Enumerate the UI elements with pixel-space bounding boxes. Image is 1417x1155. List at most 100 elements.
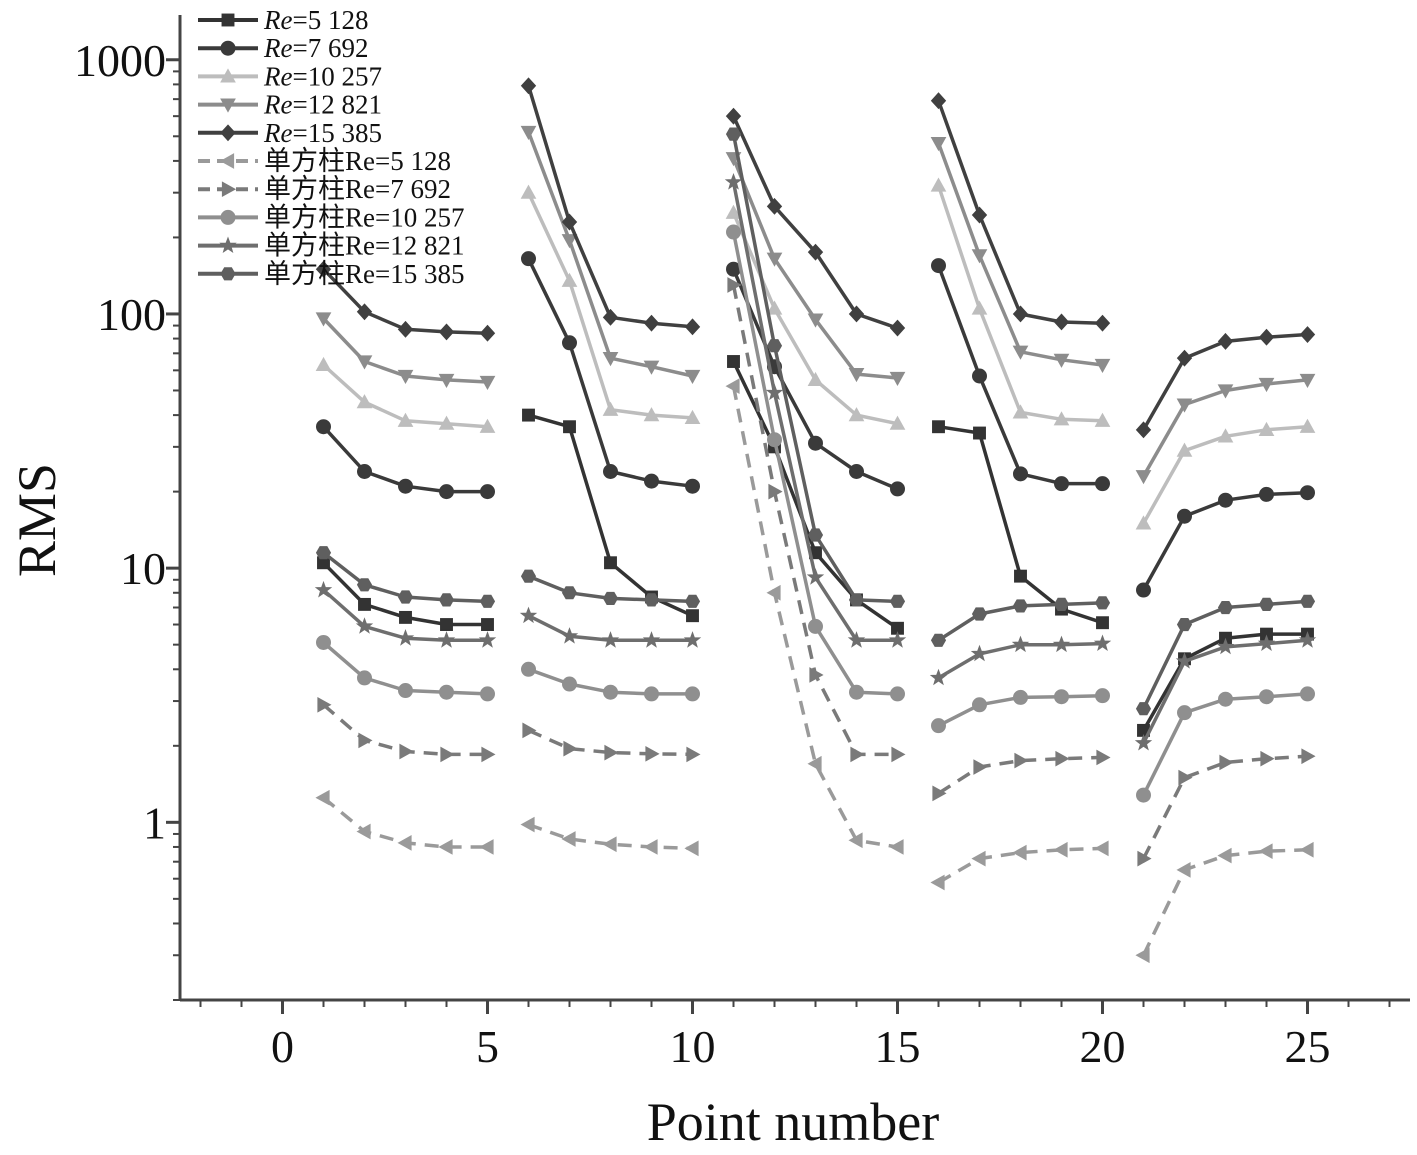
- data-point: [520, 569, 537, 583]
- data-point: [973, 426, 986, 440]
- legend-item: Re=5 128: [198, 5, 368, 35]
- y-axis-title: RMS: [7, 463, 67, 577]
- data-point: [766, 300, 783, 315]
- legend-swatch-marker: [220, 124, 236, 142]
- data-point: [1300, 485, 1315, 501]
- legend-swatch-marker: [220, 40, 236, 56]
- data-point: [1299, 418, 1316, 433]
- data-point: [684, 840, 699, 857]
- series-10: [315, 127, 1316, 716]
- data-point: [561, 586, 578, 600]
- data-point: [889, 371, 906, 386]
- data-point: [1258, 597, 1275, 611]
- data-point: [848, 832, 863, 849]
- data-point: [891, 746, 906, 763]
- data-point: [604, 744, 619, 761]
- x-tick-label: 10: [670, 1021, 716, 1072]
- data-point: [807, 313, 824, 328]
- data-point: [1012, 599, 1029, 613]
- data-point: [768, 483, 783, 500]
- data-point: [1137, 850, 1152, 867]
- data-point: [1299, 594, 1316, 608]
- data-point: [1257, 634, 1276, 651]
- data-point: [1012, 844, 1027, 861]
- data-point: [765, 383, 784, 401]
- data-point: [1175, 652, 1194, 669]
- data-point: [849, 684, 864, 700]
- x-tick-label: 0: [271, 1021, 294, 1072]
- data-point: [358, 732, 373, 749]
- data-point: [398, 683, 413, 699]
- series-3: [315, 177, 1316, 530]
- data-point: [397, 835, 412, 851]
- data-point: [356, 578, 373, 592]
- data-point: [1177, 508, 1192, 524]
- data-point: [561, 213, 578, 231]
- data-point: [931, 718, 946, 734]
- data-point: [1014, 752, 1029, 769]
- y-tick-label: 100: [97, 289, 166, 340]
- data-point: [766, 197, 783, 215]
- data-point: [602, 836, 617, 853]
- data-point: [1054, 689, 1069, 705]
- legend-label: 单方柱Re=12 821: [264, 231, 464, 261]
- series-line: [936, 184, 1103, 423]
- data-point: [1176, 618, 1193, 632]
- data-point: [889, 594, 906, 608]
- legend-swatch-marker: [221, 181, 237, 198]
- data-point: [480, 686, 495, 702]
- series-5: [315, 77, 1316, 439]
- data-point: [725, 378, 740, 394]
- data-point: [889, 839, 904, 855]
- data-point: [930, 633, 947, 647]
- data-point: [561, 831, 576, 847]
- data-point: [727, 277, 742, 293]
- data-point: [439, 684, 454, 700]
- data-point: [396, 629, 415, 646]
- data-point: [1094, 358, 1111, 373]
- data-point: [1012, 404, 1029, 419]
- x-axis-title: Point number: [647, 1092, 940, 1150]
- data-point: [807, 371, 824, 387]
- data-point: [1217, 847, 1232, 864]
- data-point: [1135, 515, 1152, 530]
- data-point: [1135, 470, 1152, 485]
- data-point: [809, 667, 824, 683]
- data-point: [562, 676, 577, 692]
- legend-item: 单方柱Re=7 692: [198, 174, 451, 204]
- data-point: [725, 107, 742, 125]
- series-line: [322, 703, 488, 757]
- series-line: [937, 846, 1103, 885]
- data-point: [438, 323, 455, 341]
- data-point: [603, 684, 618, 700]
- y-tick-label: 1000: [74, 35, 166, 86]
- data-point: [888, 631, 907, 648]
- data-point: [1095, 476, 1110, 492]
- data-point: [1299, 373, 1316, 388]
- legend-swatch-marker: [219, 153, 235, 169]
- data-point: [315, 356, 332, 372]
- series-line: [1141, 754, 1308, 860]
- data-point: [561, 272, 578, 287]
- data-point: [684, 594, 701, 608]
- data-point: [397, 320, 414, 338]
- data-point: [479, 375, 496, 391]
- series-line: [937, 641, 1103, 680]
- x-tick-label: 5: [476, 1021, 499, 1072]
- data-point: [1093, 634, 1112, 651]
- series-line: [526, 85, 693, 329]
- legend-label: 单方柱Re=5 128: [264, 146, 451, 176]
- data-point: [1218, 492, 1233, 508]
- data-point: [1219, 754, 1234, 771]
- series-7: [317, 277, 1316, 867]
- data-point: [397, 369, 414, 385]
- data-point: [562, 335, 577, 351]
- data-point: [1134, 733, 1153, 751]
- data-point: [479, 839, 494, 855]
- data-point: [1094, 412, 1111, 427]
- data-point: [686, 609, 699, 623]
- data-point: [1258, 843, 1273, 860]
- data-point: [685, 478, 700, 494]
- legend-swatch-marker: [220, 68, 236, 83]
